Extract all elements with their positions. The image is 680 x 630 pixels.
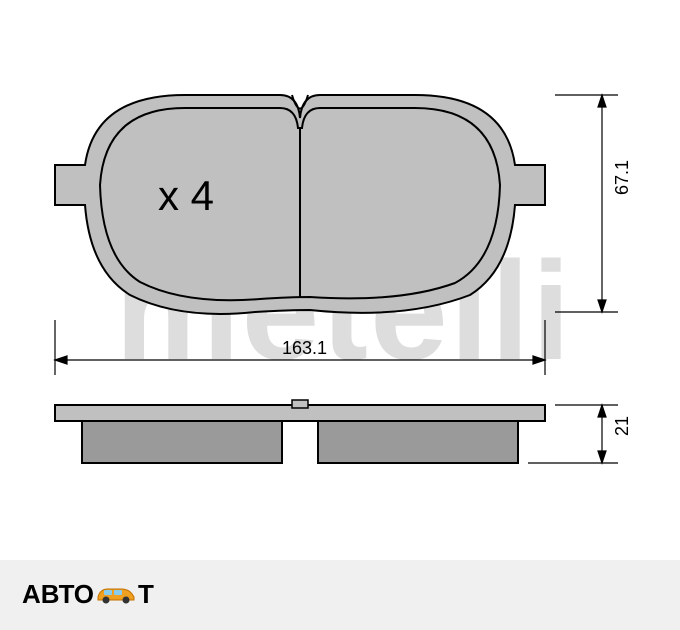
logo-text-left: АВТО — [22, 579, 94, 609]
car-icon — [94, 581, 138, 612]
pad-side-view — [55, 400, 545, 463]
brake-pad-diagram — [0, 0, 680, 630]
site-logo: АВТО Т — [22, 579, 154, 612]
dimension-width — [55, 320, 545, 375]
dimension-height — [555, 95, 618, 312]
pad-front-view — [55, 95, 545, 314]
logo-text-right: Т — [138, 579, 154, 609]
quantity-label: x 4 — [158, 172, 214, 220]
